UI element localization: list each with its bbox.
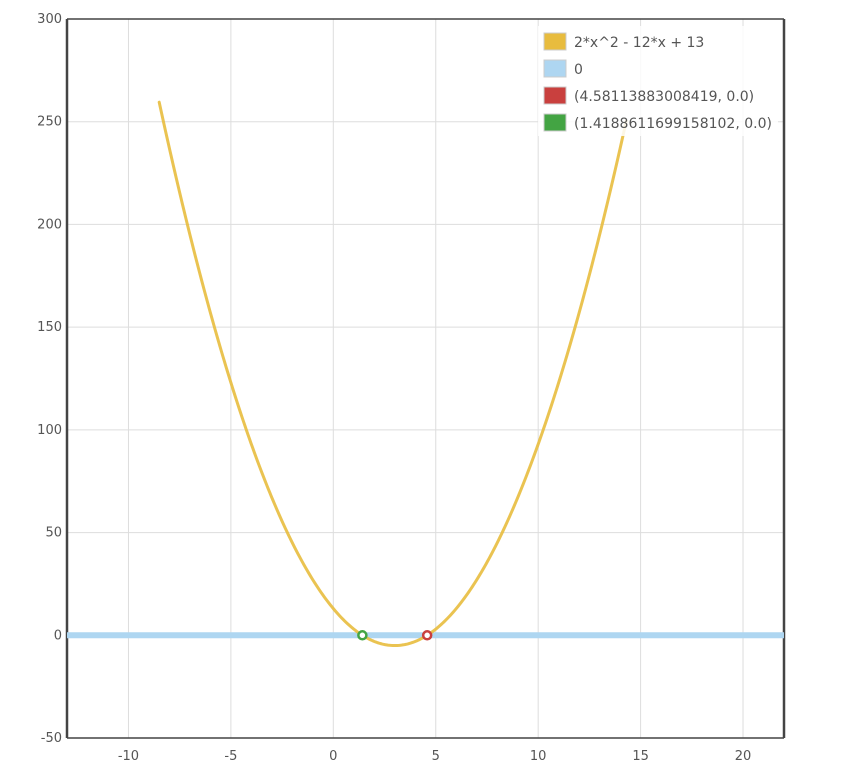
series-layer <box>67 100 784 648</box>
legend-label: (1.4188611699158102, 0.0) <box>574 116 772 132</box>
x-tick-label: 15 <box>632 749 649 764</box>
y-tick-label: -50 <box>41 731 62 746</box>
legend-label: (4.58113883008419, 0.0) <box>574 89 754 105</box>
y-tick-label: 150 <box>37 320 62 335</box>
legend: 2*x^2 - 12*x + 13 0 (4.58113883008419, 0.0… <box>538 26 778 136</box>
x-tick-label: 10 <box>530 749 547 764</box>
series-parabola-line <box>157 100 628 648</box>
legend-label: 2*x^2 - 12*x + 13 <box>574 35 704 51</box>
x-tick-label: -10 <box>118 749 139 764</box>
x-tick-label: -5 <box>224 749 237 764</box>
legend-background <box>538 26 778 136</box>
y-tick-label: 100 <box>37 423 62 438</box>
x-tick-label: 5 <box>432 749 440 764</box>
legend-swatch <box>543 86 567 105</box>
legend-swatch <box>543 113 567 132</box>
root-point-marker <box>357 630 368 641</box>
legend-label: 0 <box>574 62 583 78</box>
y-tick-label: 50 <box>45 526 62 541</box>
y-tick-label: 300 <box>37 12 62 27</box>
legend-swatch <box>543 32 567 51</box>
y-tick-label: 250 <box>37 115 62 130</box>
y-tick-label: 200 <box>37 217 62 232</box>
x-tick-label: 20 <box>735 749 752 764</box>
x-tick-label: 0 <box>329 749 337 764</box>
y-tick-label: 0 <box>54 628 62 643</box>
root-point-marker <box>421 630 433 641</box>
legend-swatch <box>543 59 567 78</box>
